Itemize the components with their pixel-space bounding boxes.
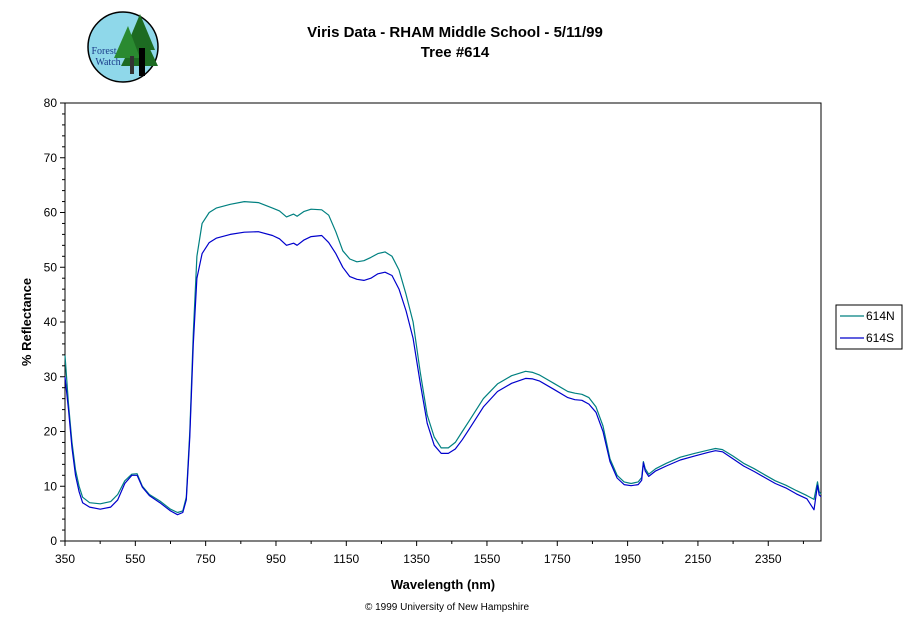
logo-text-line1: Forest bbox=[92, 46, 117, 57]
plot-area bbox=[64, 102, 822, 542]
logo-text-line2: Watch bbox=[95, 57, 120, 68]
y-tick-label: 70 bbox=[44, 151, 58, 165]
x-tick-label: 1150 bbox=[333, 552, 359, 566]
forest-watch-logo: Forest Watch bbox=[87, 11, 159, 83]
y-tick-label: 40 bbox=[44, 315, 58, 329]
x-tick-label: 1950 bbox=[614, 552, 641, 566]
y-tick-label: 10 bbox=[44, 479, 58, 493]
y-tick-label: 60 bbox=[44, 206, 58, 220]
y-axis-label: % Reflectance bbox=[19, 278, 34, 366]
x-tick-label: 1750 bbox=[544, 552, 571, 566]
legend-label-614n: 614N bbox=[866, 309, 895, 323]
x-tick-label: 2350 bbox=[755, 552, 782, 566]
series-line-614n bbox=[64, 201, 822, 514]
y-tick-label: 50 bbox=[44, 260, 58, 274]
y-axis: 0 10 20 30 40 50 60 70 80 bbox=[44, 96, 65, 548]
x-tick-label: 750 bbox=[196, 552, 216, 566]
x-axis-label: Wavelength (nm) bbox=[391, 577, 495, 592]
x-tick-label: 2150 bbox=[685, 552, 712, 566]
x-tick-label: 1350 bbox=[403, 552, 430, 566]
y-minor-ticks bbox=[62, 113, 65, 531]
y-tick-label: 20 bbox=[44, 425, 58, 439]
series-line-614s bbox=[64, 231, 822, 516]
y-tick-label: 30 bbox=[44, 370, 58, 384]
x-tick-label: 1550 bbox=[474, 552, 501, 566]
chart-subtitle: Tree #614 bbox=[421, 44, 490, 61]
y-tick-label: 0 bbox=[50, 534, 57, 548]
y-tick-label: 80 bbox=[44, 96, 58, 110]
x-axis: 350 550 750 950 1150 1350 1550 1750 1950 2150 2350 bbox=[55, 541, 804, 566]
series-lines bbox=[64, 201, 822, 516]
x-tick-label: 950 bbox=[266, 552, 286, 566]
x-tick-label: 350 bbox=[55, 552, 75, 566]
copyright-credit: © 1999 University of New Hampshire bbox=[365, 602, 530, 613]
legend: 614N 614S bbox=[835, 304, 903, 350]
x-tick-label: 550 bbox=[125, 552, 145, 566]
legend-box bbox=[835, 304, 903, 350]
legend-label-614s: 614S bbox=[866, 331, 894, 345]
chart-title: Viris Data - RHAM Middle School - 5/11/9… bbox=[307, 24, 603, 41]
